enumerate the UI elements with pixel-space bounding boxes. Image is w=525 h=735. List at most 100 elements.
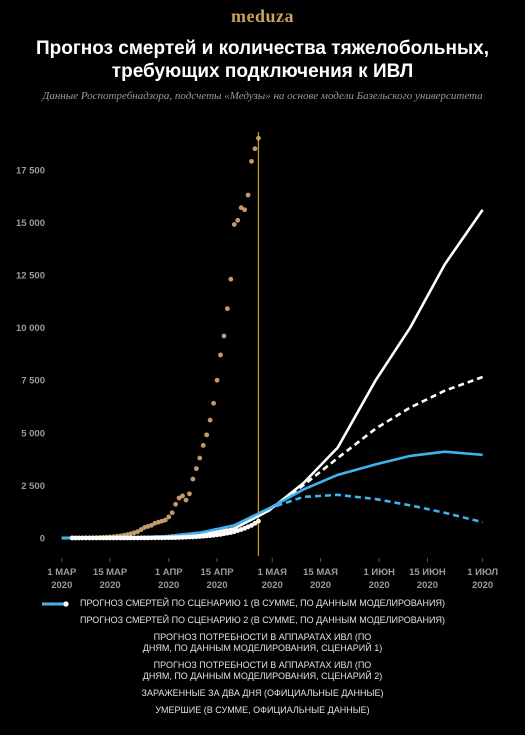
data-point [256,135,261,141]
legend-label: ПРОГНОЗ ПОТРЕБНОСТИ В АППАРАТАХ ИВЛ (ПО … [142,632,383,653]
data-point [135,529,141,535]
data-point [245,192,251,198]
data-point [169,535,175,541]
data-point [118,535,123,541]
data-point [207,417,213,423]
data-point [121,535,127,541]
data-point [252,146,258,152]
chart-title: Прогноз смертей и количества тяжелобольн… [35,38,490,82]
data-point [242,207,248,213]
legend: ПРОГНОЗ СМЕРТЕЙ ПО СЦЕНАРИЮ 1 (В СУММЕ, … [40,598,485,722]
data-point [138,535,144,541]
data-point [183,534,189,540]
x-tick-label: 1 АПР 2020 [155,567,183,591]
x-tick-label: 1 ИЮЛ 2020 [467,567,498,591]
data-point [211,400,216,406]
data-point [252,520,258,526]
legend-label: УМЕРШИЕ (В СУММЕ, ОФИЦИАЛЬНЫЕ ДАННЫЕ) [155,705,370,715]
x-tick-label-line: 2020 [51,580,72,591]
data-point [155,535,161,541]
data-point [187,534,192,540]
data-point [111,535,116,541]
data-point [124,535,130,541]
data-point [176,535,182,540]
y-tick-label: 0 [40,533,45,544]
x-tick-label-line: 15 ИЮН [409,567,446,578]
legend-label: ПРОГНОЗ СМЕРТЕЙ ПО СЦЕНАРИЮ 1 (В СУММЕ, … [80,598,445,608]
data-point [114,535,120,541]
y-tick-label: 12 500 [16,270,45,281]
data-point [238,205,244,211]
data-point [104,535,110,541]
x-tick-label-line: 2020 [417,580,438,591]
data-point [131,535,137,541]
data-point [149,522,154,528]
data-point [107,535,113,541]
data-point [256,518,261,524]
x-tick-label-line: 2020 [100,580,121,591]
x-tick-label-line: 2020 [206,580,227,591]
x-tick-label: 15 МАР 2020 [93,567,128,591]
data-point [214,377,220,383]
data-point [152,535,158,541]
series-line [61,493,483,540]
x-tick-label: 15 ИЮН 2020 [409,567,446,591]
legend-label: ПРОГНОЗ ПОТРЕБНОСТИ В АППАРАТАХ ИВЛ (ПО … [142,660,383,681]
chart-subtitle: Данные Роспотребнадзора, подсчеты «Медуз… [42,90,483,102]
data-point [204,432,210,438]
data-point [149,535,154,541]
data-point [200,443,206,448]
x-tick-label-line: 1 ИЮЛ [467,567,498,578]
data-point [159,535,165,541]
legend-swatch [42,602,68,606]
data-point [228,276,234,282]
y-tick-label: 15 000 [16,218,45,229]
x-tick-label: 15 АПР 2020 [200,567,234,591]
data-point [221,333,227,339]
data-point [138,527,144,532]
data-point [183,497,189,503]
data-point [97,535,103,541]
x-tick-label-line: 15 МАЯ [303,567,338,578]
data-point [218,352,223,358]
legend-label: ЗАРАЖЕННЫЕ ЗА ДВА ДНЯ (ОФИЦИАЛЬНЫЕ ДАННЫ… [141,688,384,698]
x-tick-label-line: 15 МАР [93,567,128,578]
data-point [190,534,196,540]
legend-swatch [63,601,69,607]
x-tick-label-line: 2020 [472,580,493,591]
data-point [224,306,230,312]
x-tick-label-line: 2020 [310,580,331,591]
data-point [180,493,185,499]
data-point [166,514,172,520]
x-tick-label: 1 МАЯ 2020 [257,567,287,591]
data-point [249,522,254,528]
data-point [145,535,151,541]
data-point [187,491,192,497]
data-point [231,222,237,227]
legend-item: ПРОГНОЗ ПОТРЕБНОСТИ В АППАРАТАХ ИВЛ (ПО … [40,602,485,654]
x-tick-label: 1 МАР 2020 [47,567,77,591]
data-point [100,535,106,541]
data-point [200,533,206,539]
y-tick-label: 7 500 [21,376,45,387]
data-point [69,535,75,541]
data-point [86,535,92,541]
x-tick-label: 1 ИЮН 2020 [363,567,395,591]
x-tick-label-line: 1 ИЮН [363,567,395,578]
legend-marker [63,601,69,607]
data-point [193,534,199,540]
data-point [76,535,82,541]
data-point [162,517,168,523]
legend-item: ЗАРАЖЕННЫЕ ЗА ДВА ДНЯ (ОФИЦИАЛЬНЫЕ ДАННЫ… [40,601,485,699]
x-tick-label-line: 15 АПР [200,567,234,578]
data-point [83,535,89,541]
data-point [80,535,85,541]
y-tick-label: 10 000 [16,323,45,334]
data-point [169,510,175,516]
data-point [162,535,168,541]
data-point [197,534,203,539]
x-tick-label-line: 1 АПР [155,567,183,578]
brand-logo: meduza [231,6,294,26]
